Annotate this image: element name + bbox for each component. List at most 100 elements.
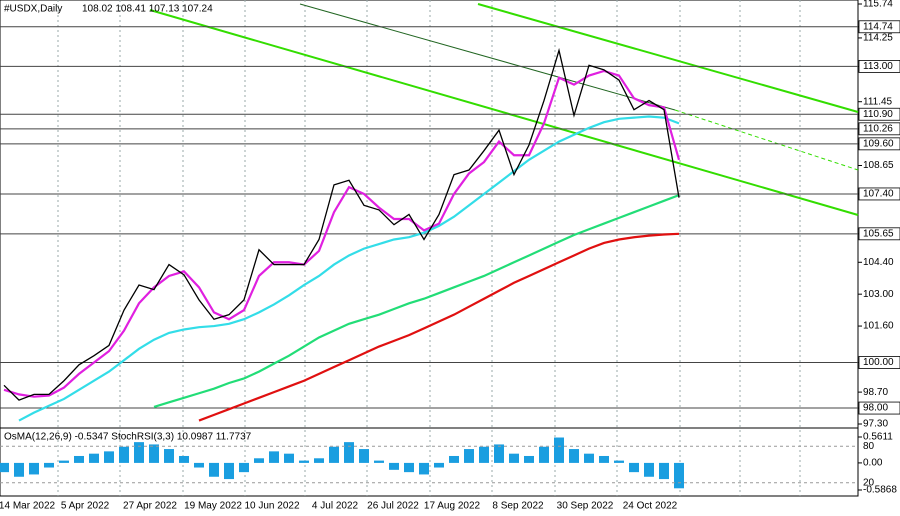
stoch-tick-label: 20 <box>863 477 875 488</box>
marks <box>0 26 858 489</box>
x-tick-label: 30 Sep 2022 <box>557 501 614 512</box>
x-tick-label: 26 Jul 2022 <box>367 501 419 512</box>
y-tick-label: 114.74 <box>863 21 893 32</box>
osma-bar <box>179 455 189 463</box>
osma-bar <box>164 449 174 463</box>
x-tick-label: 19 May 2022 <box>184 501 242 512</box>
osma-bar <box>44 462 54 468</box>
osma-bar <box>344 442 354 463</box>
osma-bar <box>419 462 429 475</box>
osma-bar <box>194 462 204 468</box>
osc-tick-label: 0.00 <box>863 458 883 469</box>
x-tick-label: 8 Sep 2022 <box>492 501 544 512</box>
x-tick-label: 4 Jul 2022 <box>312 501 359 512</box>
y-tick-label: 105.65 <box>863 228 894 239</box>
osma-bar <box>0 462 9 473</box>
y-tick-label: 114.25 <box>863 33 893 44</box>
y-tick-box <box>858 401 900 415</box>
x-tick-label: 10 Jun 2022 <box>244 501 299 512</box>
osma-bar <box>464 449 474 463</box>
series-line <box>198 232 680 422</box>
y-tick-box <box>858 187 900 201</box>
x-tick-label: 14 Mar 2022 <box>0 501 56 512</box>
osma-bar <box>659 462 669 480</box>
x-tick-label: 24 Oct 2022 <box>623 501 678 512</box>
y-tick-box <box>858 227 900 241</box>
price-panel <box>0 0 859 429</box>
y-tick-label: 98.70 <box>863 387 888 398</box>
y-tick-box <box>858 107 900 121</box>
osc-tick-label: 0.5611 <box>863 432 893 443</box>
y-tick-label: 110.26 <box>863 123 893 134</box>
osma-bar <box>539 446 549 463</box>
y-tick-label: 100.00 <box>863 357 894 368</box>
y-tick-box <box>858 137 900 151</box>
osma-bar <box>389 462 399 470</box>
osma-bar <box>509 453 519 463</box>
osma-bar <box>224 462 234 480</box>
series-line <box>18 115 680 422</box>
osma-bar <box>674 462 684 489</box>
osma-bar <box>569 449 579 463</box>
osma-bar <box>59 460 69 463</box>
osma-bar <box>314 458 324 463</box>
y-tick-label: 111.45 <box>863 96 893 107</box>
ohlc: 108.02 108.41 107.13 107.24 <box>82 4 213 15</box>
y-tick-label: 108.65 <box>863 160 894 171</box>
y-tick-label: 104.40 <box>863 257 894 268</box>
series-line <box>3 47 680 401</box>
y-tick-label: 107.40 <box>863 189 894 200</box>
osma-bar <box>239 462 249 473</box>
osma-bar <box>374 460 384 463</box>
osma-bar <box>134 442 144 463</box>
osma-bar <box>434 462 444 468</box>
y-tick-label: 115.74 <box>863 0 893 10</box>
osma-bar <box>104 451 114 463</box>
osma-bar <box>599 455 609 463</box>
osma-bar <box>554 437 564 463</box>
y-tick-box <box>858 356 900 369</box>
osma-bar <box>494 444 504 463</box>
chart-title: #USDX,Daily <box>4 4 62 15</box>
osma-bar <box>284 453 294 463</box>
osma-bar <box>299 460 309 463</box>
osma-bar <box>584 453 594 463</box>
y-tick-label: 110.90 <box>863 109 893 120</box>
y-tick-label: 103.00 <box>863 289 894 300</box>
osma-bar <box>209 462 219 477</box>
osma-bar <box>329 446 339 463</box>
y-tick-label: 101.60 <box>863 321 894 332</box>
osma-bar <box>149 444 159 463</box>
x-tick-label: 27 Apr 2022 <box>123 501 177 512</box>
y-tick-box <box>858 60 900 73</box>
y-tick-label: 97.30 <box>863 419 888 430</box>
oscillator-title: OsMA(12,26,9) -0.5347 StochRSI(3,3) 10.0… <box>4 432 252 443</box>
osma-bar <box>359 449 369 463</box>
osma-bar <box>479 446 489 463</box>
osma-bar <box>524 455 534 463</box>
osma-bar <box>89 453 99 463</box>
y-tick-label: 113.00 <box>863 61 893 72</box>
osma-bar <box>404 462 414 473</box>
osma-bar <box>269 451 279 463</box>
series-line <box>153 194 680 408</box>
osma-bar <box>449 455 459 463</box>
y-tick-box <box>858 20 900 34</box>
osma-bar <box>29 462 39 475</box>
trend-channel <box>149 3 859 216</box>
osma-bar <box>644 462 654 477</box>
x-tick-label: 17 Aug 2022 <box>424 501 481 512</box>
osma-bar <box>119 446 129 463</box>
y-tick-box <box>858 122 900 136</box>
osma-bar <box>254 458 264 463</box>
osma-bar <box>629 462 639 473</box>
stoch-tick-label: 80 <box>863 441 875 452</box>
y-tick-label: 98.00 <box>863 403 888 414</box>
x-tick-label: 5 Apr 2022 <box>61 501 110 512</box>
y-tick-label: 109.60 <box>863 138 894 149</box>
osma-bar <box>614 460 624 463</box>
osma-bar <box>14 462 24 477</box>
osc-tick-label: -0.5868 <box>863 485 897 496</box>
osma-bar <box>74 455 84 463</box>
